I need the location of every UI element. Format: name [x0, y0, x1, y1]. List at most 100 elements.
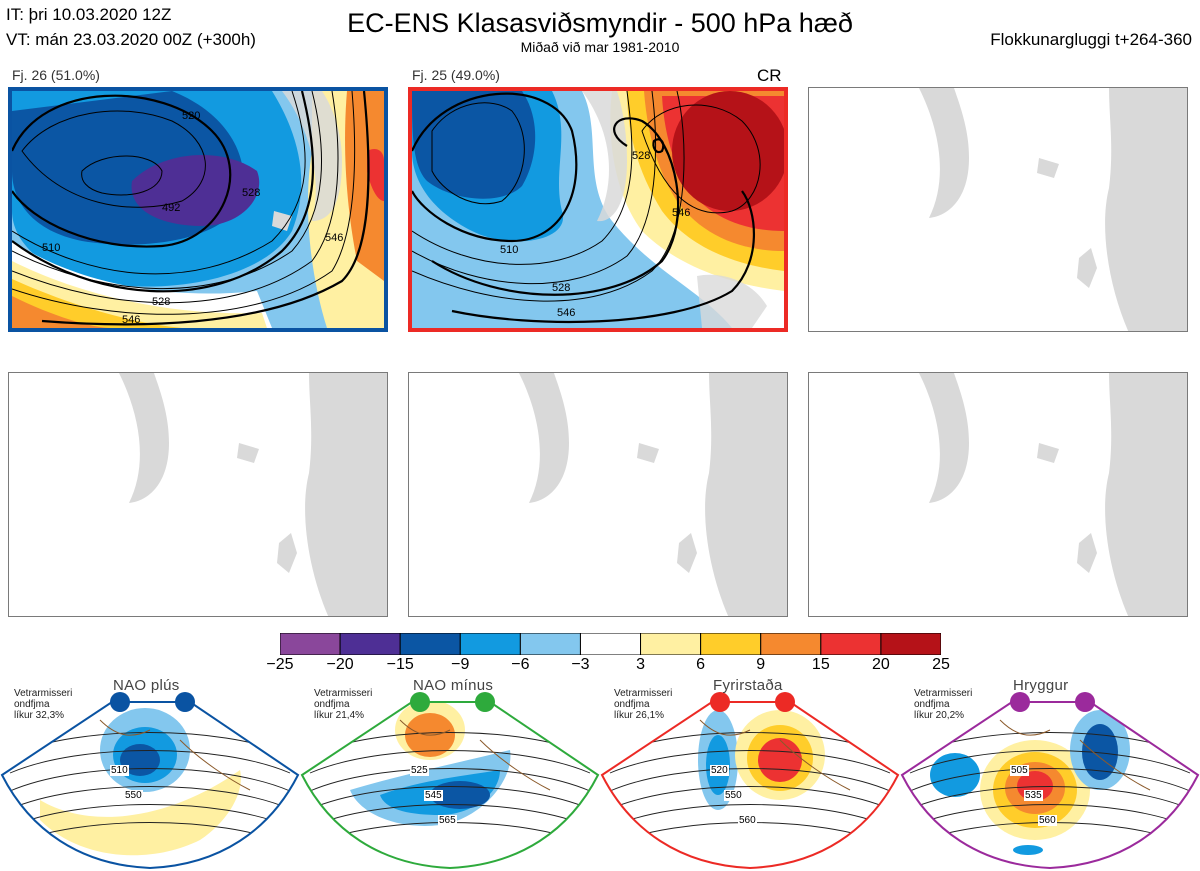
anomaly-pos-5 — [672, 91, 784, 211]
contour-label: 546 — [557, 307, 575, 319]
contour-label: 510 — [500, 244, 518, 256]
iceland-land — [237, 443, 259, 463]
regime-contour-label: 525 — [410, 765, 429, 776]
colorbar-swatch — [880, 633, 941, 655]
colorbar-swatch — [339, 633, 401, 655]
cluster-map-1: 546 528 492 510 528 520 546 — [12, 91, 384, 328]
classification-window: Flokkunargluggi t+264-360 — [990, 30, 1192, 49]
greenland-land — [919, 88, 969, 218]
iceland-land — [637, 443, 659, 463]
empty-map — [919, 88, 1187, 331]
regime-contour-label: 565 — [438, 815, 457, 826]
europe-land — [1105, 88, 1187, 331]
regime-map — [600, 701, 900, 870]
colorbar-tick: −6 — [511, 656, 530, 673]
regime-marker — [710, 692, 730, 712]
regime-contour-label: 550 — [724, 790, 743, 801]
colorbar-swatch — [760, 633, 822, 655]
regime-name: NAO mínus — [413, 677, 494, 694]
greenland-land — [919, 373, 969, 503]
cluster-panel-2: 510 528 546 546 528 — [408, 87, 788, 332]
colorbar-swatch — [459, 633, 521, 655]
contour-label: 546 — [122, 314, 140, 326]
regime-stats: Vetrarmisseri ondfjma líkur 21,4% — [314, 688, 373, 721]
initial-time: IT: þri 10.03.2020 12Z — [6, 5, 172, 24]
anomaly-pos-east-3 — [367, 149, 384, 201]
regime-stats: Vetrarmisseri ondfjma líkur 20,2% — [914, 688, 973, 721]
page-title: EC-ENS Klasasviðsmyndir - 500 hPa hæð — [347, 8, 853, 38]
height-contours-thick — [12, 91, 370, 326]
colorbar-swatch — [280, 633, 341, 655]
height-contours-thin — [412, 91, 761, 302]
colorbar-swatch — [820, 633, 882, 655]
colorbar-tick: 20 — [872, 656, 890, 673]
colorbar-tick: 6 — [696, 656, 706, 673]
britain-land — [1077, 533, 1097, 573]
colorbar-tick: −20 — [326, 656, 354, 673]
colorbar-tick: 15 — [811, 656, 830, 673]
empty-panel — [408, 372, 788, 617]
regime-name: Hryggur — [1013, 677, 1069, 694]
contour-label: 528 — [242, 187, 260, 199]
empty-panel — [808, 87, 1188, 332]
regime-map — [300, 701, 600, 870]
greenland-land — [519, 373, 569, 503]
cluster-label-1: Fj. 26 (51.0%) — [12, 67, 100, 83]
contour-label: 510 — [42, 242, 60, 254]
empty-map — [919, 373, 1187, 616]
colorbar-swatch — [579, 633, 642, 655]
contour-label: 492 — [162, 202, 180, 214]
colorbar-tick: 9 — [756, 656, 766, 673]
colorbar — [280, 633, 941, 655]
regime-stats: Vetrarmisseri ondfjma líkur 26,1% — [614, 688, 673, 721]
cluster-tag: CR — [757, 66, 782, 85]
colorbar-swatch — [399, 633, 461, 655]
regime-contour-label: 535 — [1024, 790, 1043, 801]
iceland-land — [1037, 443, 1059, 463]
regime-stats: Vetrarmisseri ondfjma líkur 32,3% — [14, 688, 73, 721]
colorbar-tick: 3 — [636, 656, 645, 673]
height-contours-thick — [412, 92, 756, 324]
contour-label: 546 — [672, 207, 690, 219]
britain-land — [277, 533, 297, 573]
empty-panel — [808, 372, 1188, 617]
regime-contour-label: 545 — [424, 790, 443, 801]
britain-land — [677, 533, 697, 573]
contour-label: 528 — [632, 150, 650, 162]
cluster-panel-1: 546 528 492 510 528 520 546 — [8, 87, 388, 332]
regime-name: NAO plús — [113, 677, 180, 694]
regime-contour-label: 550 — [124, 790, 143, 801]
europe-land — [1105, 373, 1187, 616]
empty-map — [519, 373, 787, 616]
regime-contour-label: 505 — [1010, 765, 1029, 776]
regime-marker — [175, 692, 195, 712]
regime-name: Fyrirstaða — [713, 677, 783, 694]
cluster-map-2: 510 528 546 546 528 — [412, 91, 784, 328]
contour-label: 528 — [552, 282, 570, 294]
colorbar-swatch — [700, 633, 762, 655]
colorbar-tick: −25 — [266, 656, 294, 673]
greenland-land — [119, 373, 169, 503]
colorbar-swatch — [519, 633, 581, 655]
regime-marker — [1075, 692, 1095, 712]
cluster-label-2: Fj. 25 (49.0%) — [412, 67, 500, 83]
regime-marker — [775, 692, 795, 712]
regime-map — [0, 701, 300, 870]
regime-marker — [410, 692, 430, 712]
iceland-land — [272, 211, 292, 231]
contour-label: 520 — [182, 110, 200, 122]
contour-label: 546 — [325, 232, 343, 244]
regime-marker — [475, 692, 495, 712]
colorbar-tick: −3 — [571, 656, 590, 673]
regime-marker — [110, 692, 130, 712]
regime-contour-label: 560 — [738, 815, 757, 826]
europe-land — [305, 373, 387, 616]
europe-land — [705, 373, 787, 616]
regime-contour-label: 510 — [110, 765, 129, 776]
regime-contour-label: 560 — [1038, 815, 1057, 826]
colorbar-tick: −15 — [386, 656, 414, 673]
colorbar-tick: −9 — [451, 656, 470, 673]
regime-marker — [1010, 692, 1030, 712]
anomaly-pos-3 — [12, 296, 112, 328]
regime-contour-label: 520 — [710, 765, 729, 776]
